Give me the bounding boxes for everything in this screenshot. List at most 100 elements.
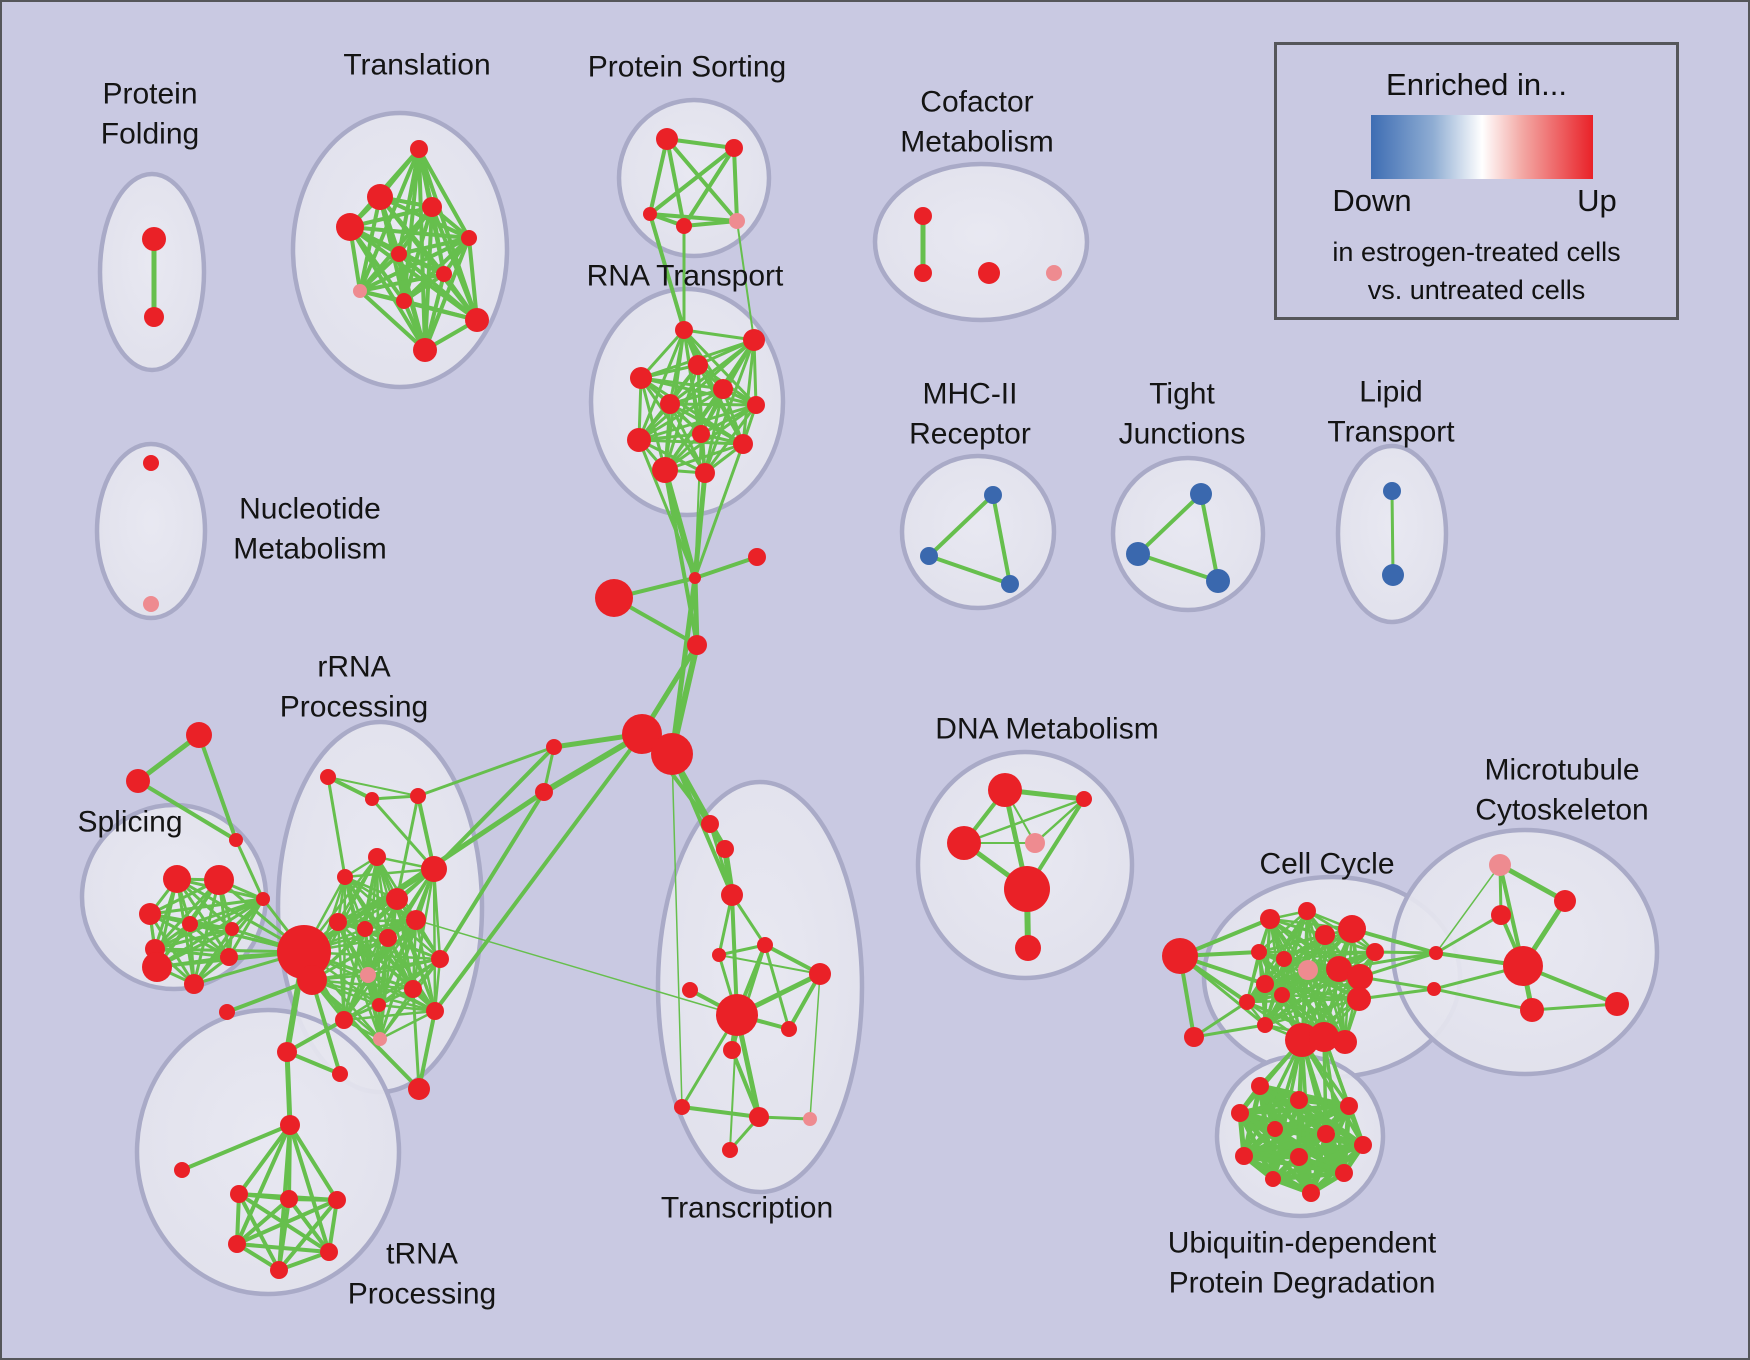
cluster-label-cofactor-metabolism: Metabolism — [900, 126, 1053, 159]
gene-set-node-ps1 — [656, 128, 678, 150]
gene-set-node-nm2 — [143, 596, 159, 612]
edge — [1530, 1002, 1619, 1012]
edge — [703, 387, 725, 475]
edge — [235, 1197, 291, 1246]
gene-set-node-rt8 — [627, 428, 651, 452]
gene-set-node-lc2 — [535, 783, 553, 801]
edge — [680, 1105, 761, 1119]
edge — [237, 1123, 292, 1196]
edge — [235, 1123, 292, 1246]
edge — [287, 1197, 331, 1254]
gene-set-node-tr1 — [280, 1115, 300, 1135]
edge — [227, 897, 265, 959]
edge — [1306, 968, 1347, 1044]
cluster-label-trna-processing: Processing — [348, 1278, 496, 1311]
gene-set-node-tr7 — [320, 1243, 338, 1261]
edge — [153, 897, 265, 951]
gene-set-node-tj3 — [1206, 569, 1230, 593]
edge — [1257, 909, 1309, 954]
gene-set-node-mt2 — [1554, 890, 1576, 912]
gene-set-node-cc0b — [1184, 1027, 1204, 1047]
gene-set-node-t10 — [465, 308, 489, 332]
edge — [648, 212, 686, 332]
gene-set-node-cc10 — [1256, 975, 1274, 993]
edge — [327, 776, 419, 797]
gene-set-node-u12 — [1302, 1184, 1320, 1202]
edge — [741, 338, 756, 446]
gene-set-node-r6 — [337, 869, 353, 885]
edge — [397, 252, 479, 322]
edge — [763, 943, 791, 1031]
gene-set-node-x12 — [803, 1112, 817, 1126]
edge — [1271, 1038, 1304, 1181]
cluster-labels: Protein Folding Translation Protein Sorting… — [77, 49, 1648, 1311]
gene-set-node-cc2 — [1298, 902, 1316, 920]
edge — [668, 402, 758, 407]
gene-set-node-mt1 — [1489, 854, 1511, 876]
gene-set-node-cc7 — [1298, 960, 1318, 980]
legend: Enriched in... Down Up in estrogen-treat… — [1274, 42, 1679, 320]
gene-set-node-t1 — [410, 140, 428, 158]
cluster-label-protein-folding: Protein — [102, 78, 197, 111]
gene-set-node-sp3 — [139, 903, 161, 925]
cluster-label-trna-processing: tRNA — [386, 1238, 458, 1271]
edge — [1357, 987, 1436, 1001]
gene-set-node-t6 — [391, 246, 407, 262]
gene-set-node-r1 — [320, 769, 336, 785]
edge — [192, 897, 265, 986]
edge — [430, 205, 479, 322]
gene-set-node-lt2 — [1382, 564, 1404, 586]
edge — [637, 328, 686, 442]
gene-set-node-t4 — [336, 213, 364, 241]
cluster-ellipse-nucleotide-metabolism — [94, 441, 208, 621]
cluster-label-ubiquitin-degradation: Ubiquitin-dependent — [1168, 1227, 1437, 1260]
gene-set-node-c3 — [595, 579, 633, 617]
gene-set-node-cc15 — [1309, 1022, 1339, 1052]
gene-set-node-r11 — [406, 910, 426, 930]
gene-set-node-tr4 — [280, 1190, 298, 1208]
cluster-label-rrna-processing: rRNA — [317, 651, 390, 684]
edge — [343, 867, 436, 879]
gene-set-node-cc6 — [1276, 951, 1292, 967]
gene-set-node-mt6 — [1605, 992, 1629, 1016]
gene-set-node-rhub2 — [297, 965, 327, 995]
gene-set-node-rt11 — [652, 457, 678, 483]
gene-set-node-r12 — [431, 950, 449, 968]
gene-set-node-cc1 — [1260, 909, 1280, 929]
edge — [358, 252, 401, 293]
cluster-label-transcription: Transcription — [661, 1192, 833, 1225]
edge — [665, 137, 686, 228]
edge — [693, 442, 745, 580]
edge — [342, 957, 442, 1022]
edge — [927, 554, 1012, 586]
gene-set-node-c4 — [687, 635, 707, 655]
cluster-label-lipid-transport: Lipid — [1359, 376, 1422, 409]
gene-set-node-mt0b — [1427, 982, 1441, 996]
gene-set-node-nm1 — [143, 455, 159, 471]
edge — [348, 205, 434, 229]
gene-set-node-u5 — [1267, 1121, 1283, 1137]
gene-set-node-d1 — [988, 773, 1022, 807]
edge — [648, 137, 669, 216]
legend-up-label: Up — [1577, 183, 1617, 218]
cluster-label-nucleotide-metabolism: Nucleotide — [239, 493, 381, 526]
gene-set-node-s3 — [229, 833, 243, 847]
gene-set-node-sp10 — [220, 948, 238, 966]
gene-set-node-r20 — [332, 1066, 348, 1082]
cluster-label-tight-junctions: Tight — [1149, 378, 1215, 411]
gene-set-node-rt3 — [688, 355, 708, 375]
edge — [395, 897, 437, 1013]
gene-set-node-ps3 — [643, 207, 657, 221]
gene-set-node-r13 — [360, 967, 376, 983]
edge — [414, 918, 437, 1013]
edge — [1322, 1035, 1328, 1136]
edge — [432, 745, 556, 871]
edge — [1263, 950, 1377, 1027]
gene-set-node-s1 — [186, 722, 212, 748]
edge — [1497, 862, 1568, 904]
edge — [237, 1192, 281, 1272]
gene-set-node-rt4 — [630, 367, 652, 389]
edge — [1136, 492, 1203, 556]
cluster-label-rrna-processing: Processing — [280, 691, 428, 724]
edge — [326, 775, 374, 801]
